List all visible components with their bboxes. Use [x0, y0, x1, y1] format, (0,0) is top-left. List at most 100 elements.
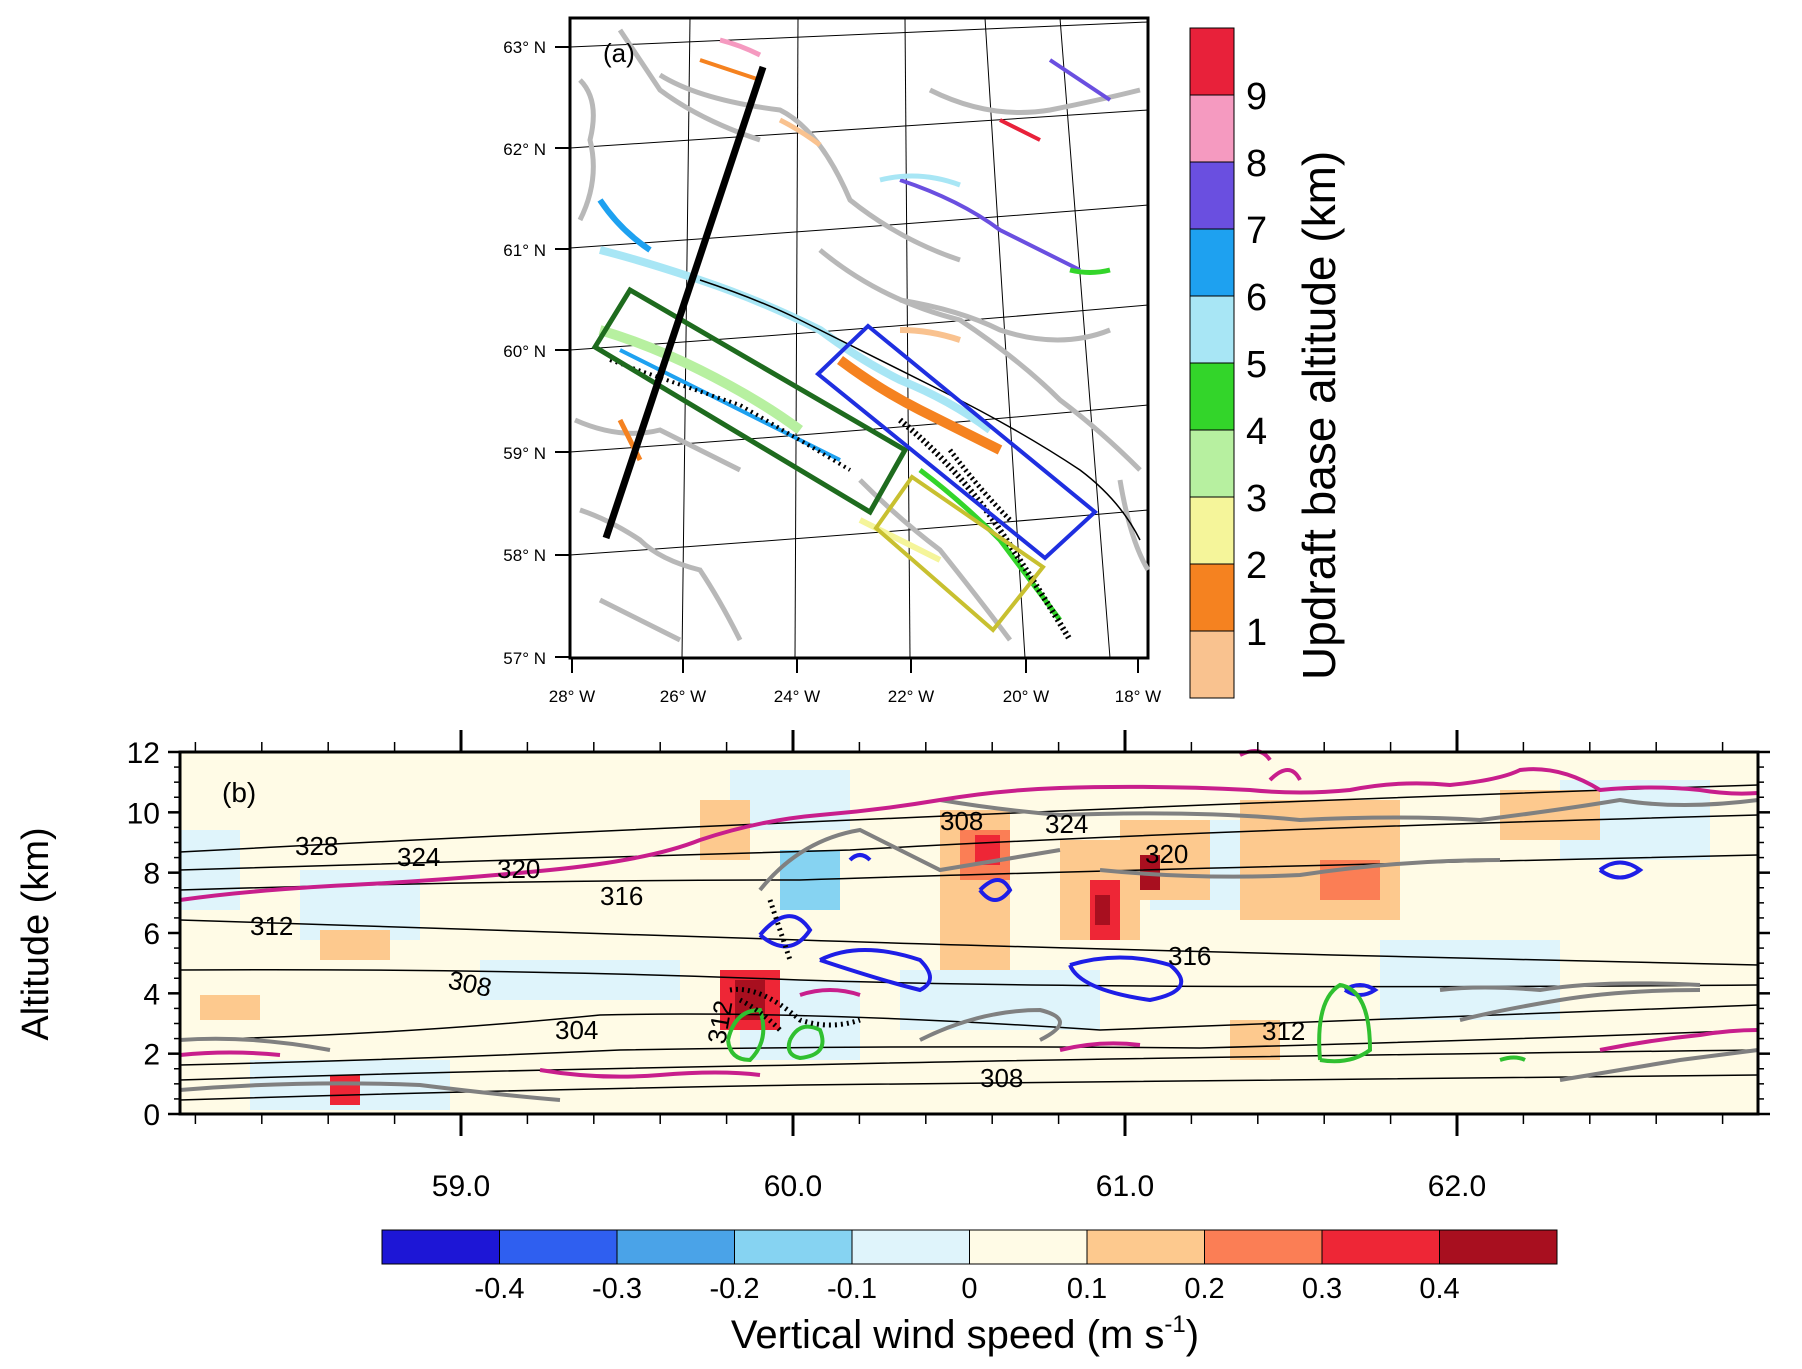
- wind-colorbar-tick-label: 0.2: [1184, 1273, 1224, 1305]
- updraft-colorbar: [1189, 27, 1235, 699]
- wind-colorbar-swatch: [1086, 1229, 1205, 1265]
- isentrope-label: 328: [295, 831, 338, 861]
- y-tick-label: 12: [127, 737, 160, 770]
- hatched-region: [699, 279, 1141, 541]
- lat-label: 62° N: [503, 140, 546, 159]
- lon-label: 20° W: [1003, 687, 1049, 706]
- updraft-colorbar-swatch: [1189, 295, 1235, 364]
- wind-field-patches: [180, 770, 1710, 1110]
- isentrope-label: 320: [497, 854, 540, 884]
- wind-colorbar-swatch: [1439, 1229, 1558, 1265]
- updraft-colorbar-swatch: [1189, 27, 1235, 96]
- y-tick-label: 8: [143, 858, 160, 891]
- wind-colorbar-tick-label: 0.1: [1067, 1273, 1107, 1305]
- wind-colorbar: [381, 1229, 1558, 1265]
- wind-colorbar-title: Vertical wind speed (m s-1): [731, 1311, 1199, 1357]
- isentrope-label: 320: [1145, 839, 1188, 869]
- wind-colorbar-labels: -0.4 -0.3 -0.2 -0.1 0 0.1 0.2 0.3 0.4: [475, 1273, 1460, 1305]
- updraft-colorbar-swatch: [1189, 429, 1235, 498]
- lat-label: 63° N: [503, 38, 546, 57]
- isentrope-label: 316: [1168, 941, 1211, 971]
- lon-ticks: [571, 658, 1139, 673]
- x-tick-label: 60.0: [764, 1170, 822, 1203]
- updraft-colorbar-swatch: [1189, 630, 1235, 699]
- updraft-colorbar-tick-label: 6: [1246, 277, 1267, 319]
- y-axis-ticks: 0 2 4 6 8 10 12: [127, 737, 1770, 1132]
- grey-contours: [179, 797, 1759, 1102]
- panel-b: 328 324 320 316 312 308 304 312 308 312 …: [15, 730, 1770, 1357]
- y-axis-title: Altitude (km): [15, 827, 57, 1040]
- updraft-colorbar-tick-label: 7: [1246, 210, 1267, 252]
- y-tick-label: 2: [143, 1039, 160, 1072]
- y-tick-label: 6: [143, 918, 160, 951]
- isentrope-labels: 328 324 320 316 312 308 304 312 308 312 …: [250, 806, 1305, 1093]
- wind-colorbar-swatch: [381, 1229, 500, 1265]
- green-region-box: [591, 286, 909, 516]
- y-tick-label: 0: [143, 1099, 160, 1132]
- map-graticule: [569, 17, 1149, 659]
- lon-label: 28° W: [549, 687, 595, 706]
- updraft-colorbar-tick-label: 9: [1246, 76, 1267, 118]
- updraft-colorbar-tick-label: 3: [1246, 478, 1267, 520]
- isentrope-label: 312: [250, 911, 293, 941]
- wind-colorbar-swatch: [499, 1229, 618, 1265]
- isentrope-label: 324: [397, 842, 440, 872]
- panel-a-label: (a): [603, 38, 635, 68]
- x-tick-label: 61.0: [1096, 1170, 1154, 1203]
- updraft-colorbar-swatch: [1189, 161, 1235, 230]
- isentrope-label: 316: [600, 881, 643, 911]
- wind-colorbar-tick-label: 0.4: [1419, 1273, 1459, 1305]
- wind-colorbar-swatch: [1321, 1229, 1440, 1265]
- wind-colorbar-tick-label: 0.3: [1302, 1273, 1342, 1305]
- updraft-colorbar-swatch: [1189, 496, 1235, 565]
- lon-label: 22° W: [888, 687, 934, 706]
- lon-label: 18° W: [1115, 687, 1161, 706]
- panel-a: (a) 63° N 62° N 61° N 60° N 59° N 58° N …: [503, 16, 1345, 706]
- lat-labels: 63° N 62° N 61° N 60° N 59° N 58° N 57° …: [503, 38, 546, 668]
- wind-colorbar-tick-label: -0.2: [710, 1273, 760, 1305]
- magenta-contours: [179, 749, 1759, 1079]
- lat-label: 60° N: [503, 342, 546, 361]
- isentrope-label: 312: [1262, 1016, 1305, 1046]
- updraft-colorbar-swatch: [1189, 362, 1235, 431]
- updraft-colorbar-tick-label: 4: [1246, 411, 1267, 453]
- updraft-dots: [609, 358, 1073, 642]
- updraft-colorbar-tick-label: 2: [1246, 545, 1267, 587]
- lat-ticks: [555, 46, 570, 658]
- x-tick-label: 62.0: [1428, 1170, 1486, 1203]
- y-tick-label: 4: [143, 978, 160, 1011]
- lon-labels: 28° W 26° W 24° W 22° W 20° W 18° W: [549, 687, 1161, 706]
- panel-b-label: (b): [222, 777, 256, 808]
- lon-label: 26° W: [660, 687, 706, 706]
- wind-colorbar-tick-label: -0.4: [475, 1273, 525, 1305]
- isentrope-label: 312: [701, 998, 738, 1046]
- green-contours: [726, 982, 1526, 1064]
- yellow-region-box: [873, 474, 1046, 633]
- lat-label: 59° N: [503, 444, 546, 463]
- wind-colorbar-tick-label: 0: [961, 1273, 977, 1305]
- isentrope-label: 324: [1045, 809, 1088, 839]
- updraft-colorbar-swatch: [1189, 94, 1235, 163]
- isentrope-label: 308: [980, 1063, 1023, 1093]
- updraft-colorbar-title: Updraft base altitude (km): [1293, 151, 1345, 680]
- updraft-colorbar-swatch: [1189, 228, 1235, 297]
- wind-colorbar-swatch: [616, 1229, 735, 1265]
- blue-contours: [758, 853, 1644, 1003]
- wind-colorbar-swatch: [851, 1229, 970, 1265]
- lat-label: 57° N: [503, 649, 546, 668]
- wind-colorbar-tick-label: -0.1: [827, 1273, 877, 1305]
- wind-colorbar-swatch: [734, 1229, 853, 1265]
- updraft-colorbar-tick-label: 1: [1246, 612, 1267, 654]
- wind-colorbar-swatch: [969, 1229, 1088, 1265]
- blue-region-box: [814, 323, 1099, 561]
- wind-colorbar-swatch: [1204, 1229, 1323, 1265]
- lat-label: 61° N: [503, 241, 546, 260]
- transect-line: [602, 65, 767, 540]
- updraft-stipple: [729, 899, 861, 1032]
- isentrope-label: 308: [940, 806, 983, 836]
- wind-colorbar-tick-label: -0.3: [592, 1273, 642, 1305]
- lat-label: 58° N: [503, 546, 546, 565]
- updraft-colorbar-labels: 1 2 3 4 5 6 7 8 9: [1246, 76, 1267, 654]
- updraft-colorbar-tick-label: 8: [1246, 143, 1267, 185]
